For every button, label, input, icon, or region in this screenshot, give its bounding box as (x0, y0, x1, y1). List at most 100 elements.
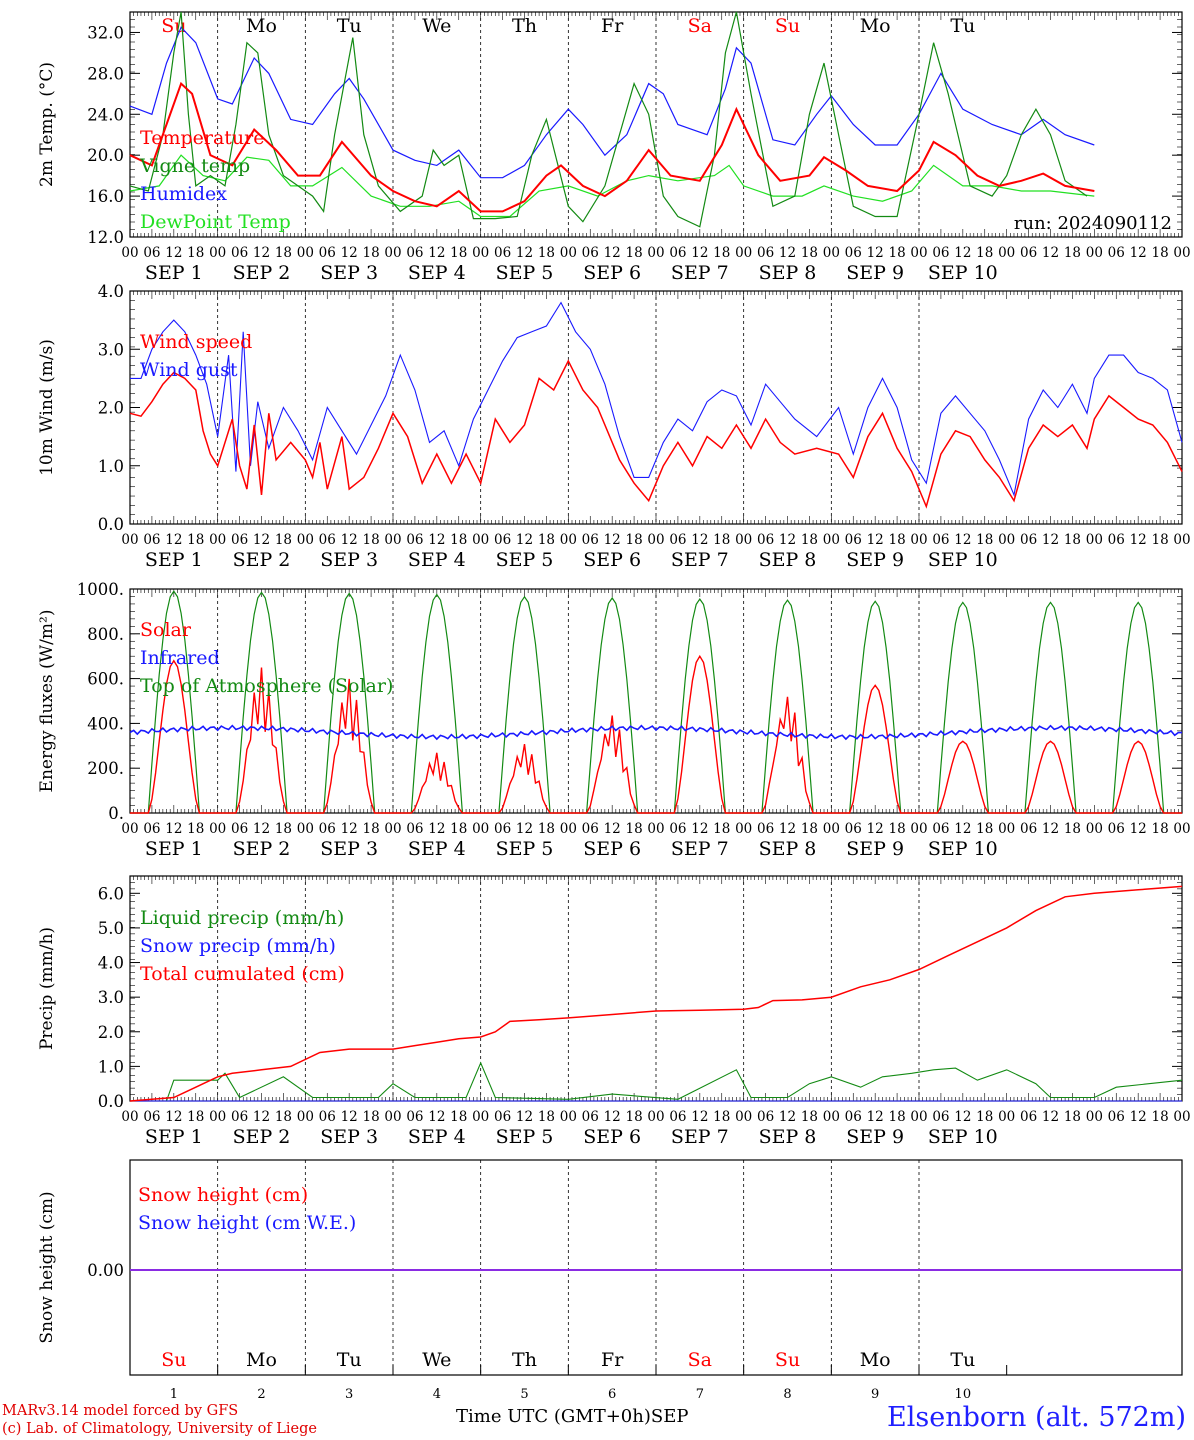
hour-tick-label: 00 (647, 821, 664, 837)
hour-tick-label: 06 (932, 245, 949, 261)
hour-tick-label: 12 (165, 1109, 182, 1125)
date-label: SEP 7 (671, 549, 729, 571)
hour-tick-label: 18 (1151, 532, 1168, 548)
day-name-label: Su (775, 1349, 800, 1371)
hour-tick-label: 06 (319, 245, 336, 261)
y-tick-label: 12.0 (87, 228, 124, 247)
y-axis-label: 10m Wind (m/s) (37, 339, 57, 476)
legend-entry: Humidex (140, 183, 227, 205)
date-label: SEP 9 (846, 838, 904, 860)
hour-tick-label: 12 (516, 821, 533, 837)
legend-entry: Snow height (cm) (138, 1184, 308, 1206)
y-tick-label: 1000. (77, 580, 124, 599)
hour-tick-label: 12 (604, 1109, 621, 1125)
hour-tick-label: 12 (954, 532, 971, 548)
date-label: SEP 8 (759, 838, 817, 860)
hour-tick-label: 06 (406, 245, 423, 261)
hour-tick-label: 12 (1042, 1109, 1059, 1125)
hour-tick-label: 18 (1064, 1109, 1081, 1125)
hour-tick-label: 12 (428, 1109, 445, 1125)
y-tick-label: 600. (87, 670, 124, 689)
y-tick-label: 2.0 (98, 1023, 124, 1042)
day-number-label: 3 (345, 1387, 353, 1402)
hour-tick-label: 18 (976, 532, 993, 548)
hour-tick-label: 18 (1064, 532, 1081, 548)
time-axis-title: Time UTC (GMT+0h)SEP (456, 1406, 689, 1427)
hour-tick-label: 18 (713, 821, 730, 837)
plot-frame-1 (129, 11, 1183, 238)
hour-tick-label: 12 (954, 1109, 971, 1125)
hour-tick-label: 06 (669, 532, 686, 548)
hour-tick-label: 12 (428, 821, 445, 837)
y-tick-label: 3.0 (98, 340, 124, 359)
date-label: SEP 3 (320, 262, 378, 284)
y-axis-label: Precip (mm/h) (37, 927, 57, 1050)
hour-tick-label: 12 (691, 245, 708, 261)
hour-tick-label: 06 (669, 245, 686, 261)
total-cumulated-line (129, 885, 1183, 1102)
hour-tick-label: 06 (231, 245, 248, 261)
hour-tick-label: 00 (998, 245, 1015, 261)
date-label: SEP 7 (671, 838, 729, 860)
day-name-label: Tu (950, 15, 975, 37)
day-name-label: Su (775, 15, 800, 37)
hour-tick-label: 18 (1064, 821, 1081, 837)
day-name-label: Sa (688, 1349, 712, 1371)
hour-tick-label: 18 (1151, 245, 1168, 261)
day-number-label: 1 (170, 1387, 178, 1402)
hour-tick-label: 12 (1130, 1109, 1147, 1125)
hour-tick-label: 12 (516, 532, 533, 548)
hour-tick-label: 00 (297, 245, 314, 261)
day-name-label: We (422, 1349, 451, 1371)
hour-tick-label: 06 (143, 245, 160, 261)
hour-tick-label: 06 (406, 1109, 423, 1125)
date-label: SEP 4 (408, 1126, 466, 1148)
hour-tick-label: 00 (998, 821, 1015, 837)
hour-tick-label: 06 (845, 532, 862, 548)
y-tick-label: 800. (87, 625, 124, 644)
liquid-precip-line (130, 1061, 1183, 1102)
date-label: SEP 10 (928, 549, 998, 571)
hour-tick-label: 00 (735, 245, 752, 261)
hour-tick-label: 06 (1020, 532, 1037, 548)
date-label: SEP 1 (145, 549, 203, 571)
hour-tick-label: 12 (779, 1109, 796, 1125)
hour-tick-label: 18 (713, 245, 730, 261)
hour-tick-label: 00 (209, 1109, 226, 1125)
date-label: SEP 4 (408, 262, 466, 284)
hour-tick-label: 18 (275, 821, 292, 837)
y-axis-label: Snow height (cm) (37, 1191, 57, 1343)
hour-tick-label: 06 (845, 1109, 862, 1125)
hour-tick-label: 00 (1086, 1109, 1103, 1125)
y-tick-label: 4.0 (98, 954, 124, 973)
date-label: SEP 6 (583, 262, 641, 284)
date-label: SEP 1 (145, 262, 203, 284)
hour-tick-label: 18 (1151, 1109, 1168, 1125)
hour-tick-label: 06 (845, 821, 862, 837)
hour-tick-label: 18 (625, 1109, 642, 1125)
hour-tick-label: 06 (231, 1109, 248, 1125)
hour-tick-label: 18 (362, 532, 379, 548)
plot-frame-3 (129, 588, 1183, 814)
hour-tick-label: 18 (362, 821, 379, 837)
hour-tick-label: 00 (384, 532, 401, 548)
y-tick-label: 16.0 (87, 187, 124, 206)
hour-tick-label: 12 (1042, 532, 1059, 548)
y-tick-label: 5.0 (98, 919, 124, 938)
day-number-label: 7 (696, 1387, 704, 1402)
hour-tick-label: 00 (209, 821, 226, 837)
day-number-label: 10 (955, 1387, 972, 1402)
hour-tick-label: 12 (341, 821, 358, 837)
hour-tick-label: 06 (1108, 532, 1125, 548)
run-label: run: 2024090112 (1014, 213, 1172, 234)
day-number-label: 4 (433, 1387, 441, 1402)
infrared-line (129, 724, 1182, 741)
hour-tick-label: 00 (823, 532, 840, 548)
hour-tick-label: 18 (625, 821, 642, 837)
hour-tick-label: 18 (888, 821, 905, 837)
date-label: SEP 3 (320, 1126, 378, 1148)
hour-tick-label: 12 (341, 245, 358, 261)
hour-tick-label: 12 (1042, 821, 1059, 837)
model-credit: MARv3.14 model forced by GFS (2, 1403, 239, 1419)
date-label: SEP 2 (233, 838, 291, 860)
